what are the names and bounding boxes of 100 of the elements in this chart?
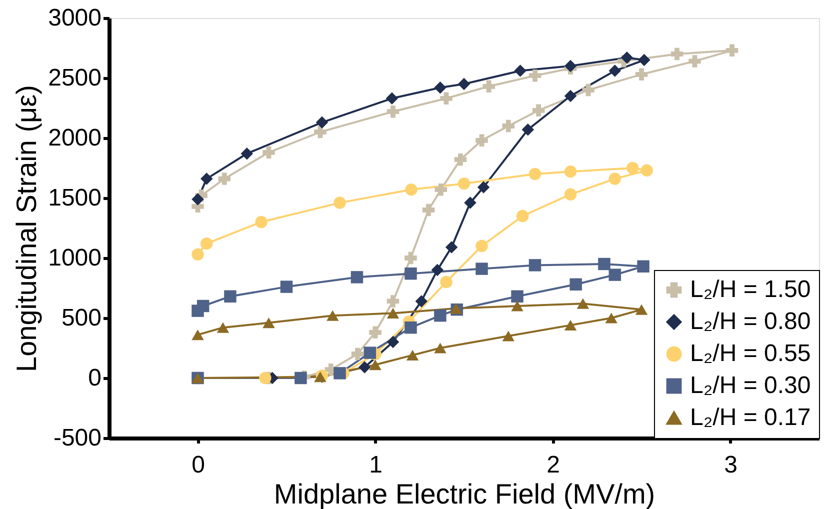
legend-label: L₂/H = 0.55 [690, 340, 811, 367]
point [404, 267, 417, 280]
point [350, 271, 364, 284]
point [638, 54, 650, 66]
point [440, 92, 452, 105]
x-tick-label: 1 [369, 452, 382, 478]
point [259, 372, 272, 384]
point [314, 126, 326, 138]
point [637, 260, 650, 273]
point [192, 304, 204, 317]
point [626, 162, 639, 174]
point [564, 320, 577, 331]
point [431, 264, 444, 276]
point [514, 64, 526, 77]
legend-label: L₂/H = 1.50 [690, 276, 811, 303]
point [326, 310, 339, 321]
point [564, 188, 577, 201]
point [280, 280, 293, 293]
point [434, 342, 446, 354]
point [605, 312, 618, 324]
point [532, 104, 545, 117]
point [404, 252, 417, 264]
point [570, 278, 582, 291]
point [434, 81, 446, 94]
y-axis-title: Longitudinal Strain (με) [11, 85, 42, 372]
point [640, 164, 653, 177]
point [564, 60, 577, 72]
point [608, 268, 621, 281]
point [564, 165, 577, 178]
y-tick-label: 500 [61, 304, 102, 332]
point [422, 204, 435, 216]
point [454, 153, 467, 166]
point [576, 298, 590, 309]
point [334, 367, 346, 380]
point [476, 262, 488, 275]
point [386, 295, 400, 308]
point [528, 259, 542, 272]
x-tick-label: 3 [724, 452, 738, 478]
point [458, 78, 470, 90]
point [404, 321, 417, 334]
x-tick-label: 2 [546, 452, 560, 478]
point [502, 120, 514, 132]
y-tick-label: 3000 [48, 4, 102, 32]
point [528, 69, 542, 82]
point [564, 90, 577, 102]
point [445, 241, 458, 254]
point [294, 372, 307, 384]
point [464, 196, 476, 209]
point [192, 193, 204, 206]
point [192, 248, 204, 261]
y-tick-label: 1500 [48, 184, 102, 212]
point [415, 295, 428, 308]
point [528, 168, 542, 180]
point [608, 64, 621, 77]
point [224, 290, 236, 303]
point [511, 290, 524, 303]
point [726, 44, 738, 57]
point [670, 48, 684, 60]
point [476, 240, 488, 252]
point [369, 326, 382, 339]
point [477, 181, 490, 194]
point [476, 134, 488, 147]
point [482, 80, 495, 93]
point [255, 216, 268, 228]
point [635, 68, 648, 81]
point [434, 309, 446, 322]
point [405, 183, 418, 196]
point [635, 304, 648, 315]
point [369, 359, 382, 370]
legend-label: L₂/H = 0.80 [690, 308, 811, 335]
point [364, 346, 376, 359]
point [598, 258, 610, 270]
point [406, 350, 419, 361]
point [516, 210, 529, 222]
point [620, 51, 634, 64]
point [334, 196, 346, 209]
point [440, 276, 452, 288]
y-tick-label: 2000 [48, 124, 102, 152]
point [582, 84, 594, 96]
point [200, 237, 213, 250]
point [688, 55, 701, 68]
point [386, 105, 400, 118]
point [316, 116, 328, 129]
point [192, 329, 204, 340]
y-tick-label: 0 [88, 364, 102, 392]
y-tick-label: 2500 [48, 64, 102, 92]
point [522, 123, 534, 136]
point [386, 336, 400, 348]
legend-label: L₂/H = 0.17 [690, 404, 811, 431]
point [240, 147, 254, 160]
x-axis-title: Midplane Electric Field (MV/m) [274, 478, 656, 509]
point [358, 361, 371, 374]
x-tick-label: 0 [192, 452, 205, 478]
point [386, 308, 400, 319]
point [608, 172, 621, 185]
point [502, 330, 514, 342]
point [200, 172, 213, 185]
y-tick-label: -500 [53, 424, 102, 452]
point [262, 146, 275, 159]
y-tick-label: 1000 [48, 244, 102, 272]
